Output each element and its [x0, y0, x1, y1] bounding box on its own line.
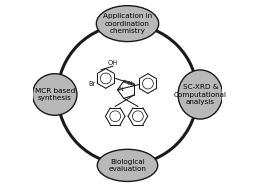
Ellipse shape	[33, 74, 77, 115]
Ellipse shape	[97, 149, 157, 181]
Text: Application in
coordination
chemistry: Application in coordination chemistry	[103, 13, 151, 34]
Ellipse shape	[177, 70, 221, 119]
Text: N: N	[127, 81, 132, 86]
Text: Biological
evaluation: Biological evaluation	[108, 159, 146, 172]
Text: OH: OH	[107, 60, 118, 66]
Text: Br: Br	[88, 81, 95, 87]
Ellipse shape	[96, 6, 158, 42]
Text: MCR based
synthesis: MCR based synthesis	[34, 88, 75, 101]
Text: SC-XRD &
Computational
analysis: SC-XRD & Computational analysis	[173, 84, 226, 105]
Text: N: N	[118, 87, 123, 92]
